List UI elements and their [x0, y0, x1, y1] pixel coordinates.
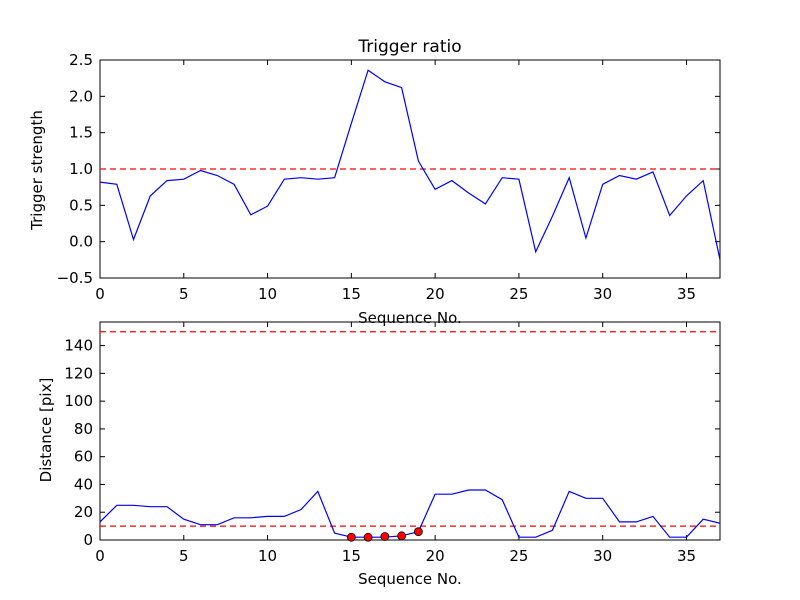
flagged-point [363, 532, 373, 542]
y-tick-label: 0.5 [69, 196, 93, 214]
y-tick-label: 1.5 [69, 124, 93, 142]
series-line [100, 489, 720, 538]
x-tick-label: 5 [179, 285, 189, 303]
x-tick-label: 5 [179, 547, 189, 565]
y-axis-label: Trigger strength [28, 110, 46, 231]
y-tick-label: 100 [64, 392, 93, 410]
y-tick-label: 140 [64, 337, 93, 355]
x-tick-label: 35 [677, 547, 696, 565]
series-line [100, 69, 720, 260]
chart-title: Trigger ratio [357, 37, 461, 57]
flagged-point [380, 532, 390, 541]
x-tick-label: 15 [342, 285, 361, 303]
y-tick-label: 60 [74, 448, 93, 466]
y-tick-label: 20 [74, 503, 93, 521]
x-tick-label: 35 [677, 285, 696, 303]
x-tick-label: 0 [95, 547, 105, 565]
x-tick-label: 20 [426, 547, 445, 565]
flagged-point [397, 531, 407, 541]
y-tick-label: 120 [64, 364, 93, 382]
x-tick-label: 25 [509, 547, 528, 565]
x-tick-label: 25 [509, 285, 528, 303]
x-tick-label: 20 [426, 285, 445, 303]
y-tick-label: 40 [74, 475, 93, 493]
y-tick-label: 0.0 [69, 233, 93, 251]
x-tick-label: 10 [258, 547, 277, 565]
distance-panel: Distance [pix] Sequence No. 0 5 10 15 20 25 30… [37, 321, 721, 588]
trigger-ratio-panel: Trigger ratio Trigger strength Sequence … [28, 37, 721, 327]
x-axis-label: Sequence No. [358, 309, 462, 327]
y-axis-label: Distance [pix] [37, 378, 55, 483]
x-axis-label: Sequence No. [358, 570, 462, 588]
x-tick-label: 15 [342, 547, 361, 565]
plot-frame [99, 321, 721, 541]
y-tick-label: 1.0 [69, 160, 93, 178]
y-tick-label: 2.5 [69, 51, 93, 69]
x-tick-label: 0 [95, 285, 105, 303]
x-tick-label: 10 [258, 285, 277, 303]
y-tick-label: −0.5 [57, 269, 93, 287]
flagged-point [346, 532, 356, 542]
x-tick-label: 30 [593, 547, 612, 565]
y-tick-label: 2.0 [69, 87, 93, 105]
y-tick-label: 0 [83, 531, 93, 549]
y-tick-label: 80 [74, 420, 93, 438]
flagged-point [413, 527, 423, 537]
x-tick-label: 30 [593, 285, 612, 303]
